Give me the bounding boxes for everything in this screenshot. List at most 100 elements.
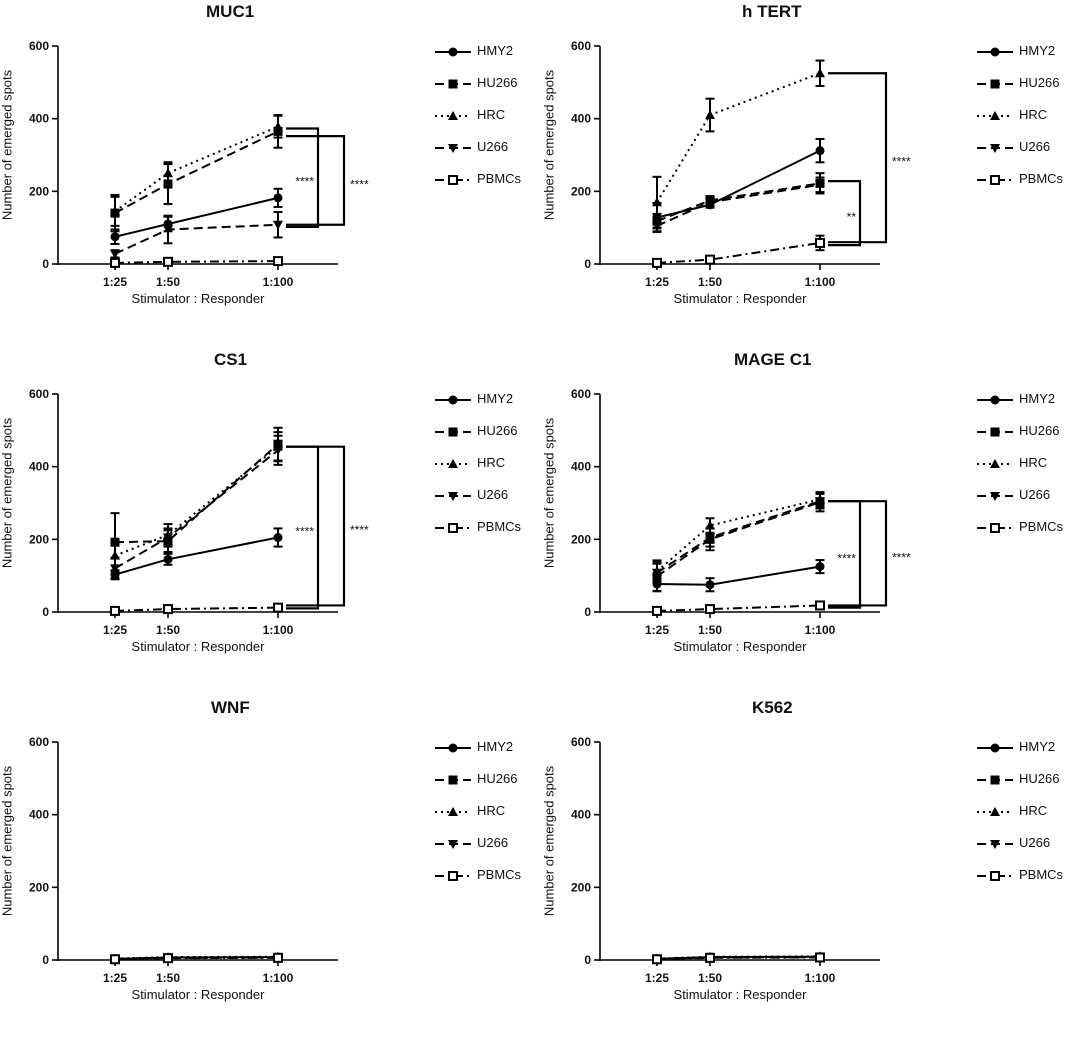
- y-tick-label: 600: [29, 39, 49, 53]
- chart-panel-cs1: CS1 Number of emerged spots Stimulator : R…: [0, 348, 542, 694]
- y-tick-label: 0: [42, 605, 49, 619]
- legend-marker-hrc: [448, 111, 458, 120]
- series-line-pbmcs: [114, 260, 279, 264]
- legend-label: HMY2: [477, 391, 514, 406]
- legend-label: HRC: [477, 803, 506, 818]
- series-hu266: [110, 114, 283, 233]
- y-tick-label: 600: [571, 387, 591, 401]
- legend-label: PBMCs: [477, 867, 522, 882]
- series-line-u266: [656, 956, 821, 960]
- y-tick-label: 600: [29, 735, 49, 749]
- data-point-u266: [652, 221, 662, 231]
- significance-label: ****: [892, 155, 911, 169]
- legend-item-pbmcs: PBMCs: [977, 518, 1084, 550]
- legend-swatch: [435, 807, 471, 816]
- series-hmy2: [652, 138, 825, 234]
- legend-label: HU266: [477, 771, 518, 786]
- legend-swatch: [977, 427, 1013, 437]
- series-line-hu266: [114, 443, 279, 544]
- legend-marker-hrc: [448, 459, 458, 468]
- x-axis-label: Stimulator : Responder: [131, 291, 265, 306]
- data-point-hrc: [110, 206, 120, 216]
- legend-item-u266: U266: [977, 138, 1084, 170]
- legend: HMY2 HU266 HRC U266 PBMCs: [435, 390, 542, 550]
- series-line-hmy2: [114, 196, 279, 238]
- data-point-hmy2: [815, 146, 825, 156]
- y-tick-label: 200: [29, 184, 49, 198]
- legend: HMY2 HU266 HRC U266 PBMCs: [435, 42, 542, 202]
- data-point-u266: [163, 225, 173, 235]
- y-tick-label: 0: [584, 953, 591, 967]
- series-line-hrc: [656, 72, 821, 203]
- legend-swatch: [977, 395, 1013, 405]
- data-point-pbmcs: [163, 953, 173, 964]
- legend-swatch: [435, 459, 471, 468]
- legend-item-pbmcs: PBMCs: [977, 170, 1084, 202]
- significance-bracket: ****: [286, 127, 320, 229]
- legend-item-u266: U266: [435, 834, 542, 866]
- legend-label: U266: [477, 487, 509, 502]
- legend-label: U266: [1019, 487, 1051, 502]
- legend-swatch: [435, 395, 471, 405]
- y-tick-label: 600: [571, 39, 591, 53]
- legend-label: HRC: [1019, 107, 1048, 122]
- data-point-pbmcs: [110, 257, 120, 268]
- chart-panel-k562: K562 Number of emerged spots Stimulator : …: [542, 696, 1084, 1042]
- chart-panel-wnf: WNF Number of emerged spots Stimulator : R…: [0, 696, 542, 1042]
- legend-label: U266: [1019, 139, 1051, 154]
- y-tick-label: 600: [571, 735, 591, 749]
- legend-swatch: [977, 743, 1013, 753]
- y-tick-label: 200: [29, 880, 49, 894]
- data-point-pbmcs: [110, 954, 120, 965]
- series-line-hrc: [114, 445, 279, 557]
- legend-marker-u266: [990, 492, 1000, 501]
- series-line-pbmcs: [656, 604, 821, 612]
- x-axis-label: Stimulator : Responder: [673, 291, 807, 306]
- x-axis-label: Stimulator : Responder: [131, 987, 265, 1002]
- legend-swatch: [435, 492, 471, 501]
- series-u266: [110, 211, 283, 259]
- data-point-u266: [273, 220, 283, 230]
- legend-swatch: [977, 492, 1013, 501]
- legend-item-hmy2: HMY2: [977, 42, 1084, 74]
- x-tick-label: 1:50: [156, 623, 180, 637]
- legend-swatch: [977, 840, 1013, 849]
- data-point-hrc: [705, 110, 715, 120]
- legend-swatch: [977, 111, 1013, 120]
- x-tick-label: 1:100: [805, 275, 836, 289]
- series-pbmcs: [652, 234, 825, 268]
- series-line-pbmcs: [656, 956, 821, 961]
- chart-plot: 0 200 400 600 1:25 1:50 1:100: [571, 735, 880, 985]
- legend-item-hmy2: HMY2: [435, 738, 542, 770]
- y-tick-label: 0: [584, 605, 591, 619]
- significance-label: ****: [295, 525, 314, 539]
- data-point-pbmcs: [815, 237, 825, 248]
- x-tick-label: 1:100: [805, 971, 836, 985]
- legend-marker-u266: [990, 144, 1000, 153]
- legend-item-u266: U266: [435, 486, 542, 518]
- legend-marker-pbmcs: [990, 871, 1000, 881]
- data-point-u266: [273, 446, 283, 456]
- data-point-pbmcs: [110, 605, 120, 616]
- chart-plot: 0 200 400 600 1:25 1:50 1:100 **** ****: [29, 387, 369, 637]
- legend-swatch: [977, 175, 1013, 185]
- legend-marker-hu266: [448, 79, 458, 89]
- series-hrc: [652, 491, 825, 584]
- y-tick-label: 400: [29, 460, 49, 474]
- y-tick-label: 0: [584, 257, 591, 271]
- x-tick-label: 1:50: [156, 971, 180, 985]
- significance-label: ****: [350, 523, 369, 537]
- legend-label: HMY2: [1019, 391, 1056, 406]
- legend-swatch: [977, 807, 1013, 816]
- legend-item-hrc: HRC: [435, 802, 542, 834]
- chart-title: K562: [752, 698, 793, 717]
- series-line-hrc: [656, 498, 821, 573]
- series-hmy2: [652, 559, 825, 593]
- legend: HMY2 HU266 HRC U266 PBMCs: [977, 42, 1084, 202]
- data-point-pbmcs: [705, 254, 715, 265]
- data-point-pbmcs: [705, 604, 715, 615]
- legend-swatch: [435, 111, 471, 120]
- series-hrc: [110, 431, 283, 572]
- x-tick-label: 1:25: [103, 971, 127, 985]
- x-tick-label: 1:25: [645, 623, 669, 637]
